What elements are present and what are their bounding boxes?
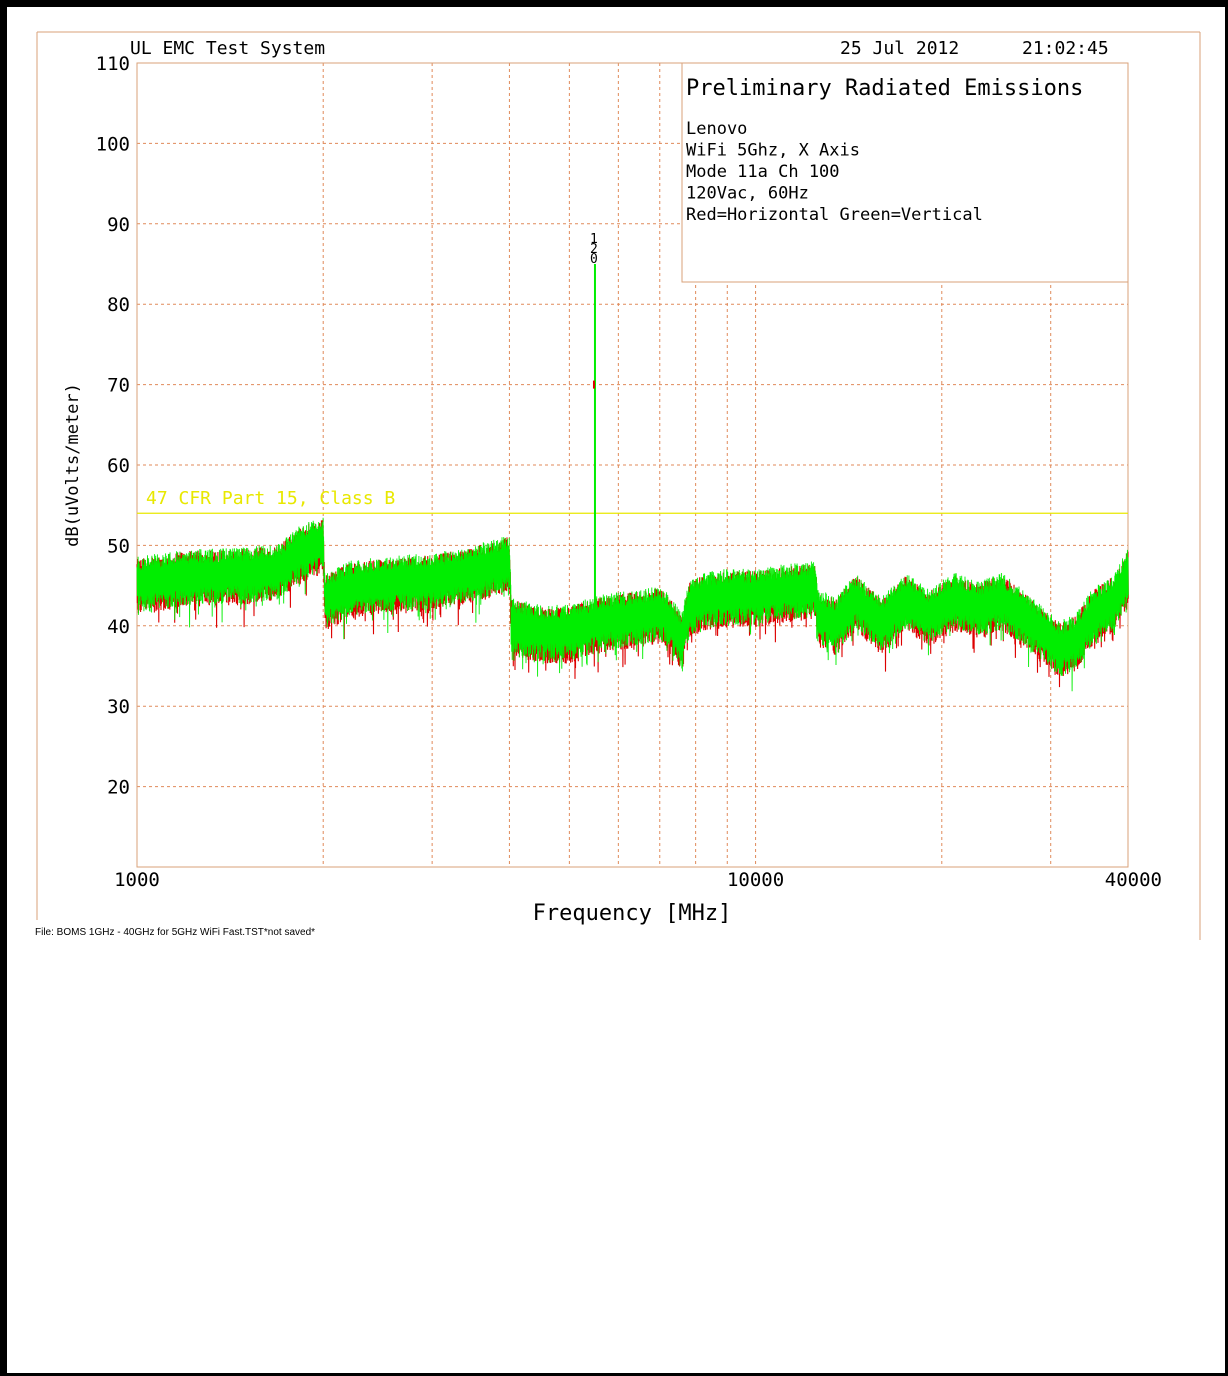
y-tick-label-90: 90 bbox=[107, 214, 130, 236]
y-tick-label-20: 20 bbox=[107, 777, 130, 799]
info-title: Preliminary Radiated Emissions bbox=[686, 76, 1083, 101]
y-tick-label-60: 60 bbox=[107, 455, 130, 477]
marker-label-2: 0 bbox=[590, 252, 598, 267]
y-tick-label-100: 100 bbox=[96, 133, 130, 155]
x-axis-title: Frequency [MHz] bbox=[533, 901, 732, 926]
y-tick-label-40: 40 bbox=[107, 616, 130, 638]
info-line-2: Mode 11a Ch 100 bbox=[686, 162, 840, 182]
marker-labels: 120 bbox=[590, 232, 598, 267]
limit-label: 47 CFR Part 15, Class B bbox=[146, 488, 395, 509]
y-tick-labels: 20 30 40 50 60 70 80 90 100 110 bbox=[96, 53, 130, 799]
marker-label-1: 2 bbox=[590, 242, 598, 257]
y-tick-label-80: 80 bbox=[107, 294, 130, 316]
x-tick-label-10000: 10000 bbox=[727, 869, 784, 891]
info-box bbox=[681, 62, 1129, 283]
info-line-4: Red=Horizontal Green=Vertical bbox=[686, 205, 983, 225]
header-system: UL EMC Test System bbox=[130, 38, 325, 59]
info-line-0: Lenovo bbox=[686, 119, 747, 139]
info-line-3: 120Vac, 60Hz bbox=[686, 184, 809, 204]
marker-label-0: 1 bbox=[590, 232, 598, 247]
y-axis-title: dB(uVolts/meter) bbox=[63, 383, 83, 547]
plot-border bbox=[136, 62, 1129, 868]
y-tick-label-50: 50 bbox=[107, 535, 130, 557]
x-tick-label-1000: 1000 bbox=[114, 869, 160, 891]
file-label: File: BOMS 1GHz - 40GHz for 5GHz WiFi Fa… bbox=[35, 927, 315, 938]
x-tick-label-40000: 40000 bbox=[1105, 869, 1162, 891]
header-date: 25 Jul 2012 bbox=[840, 38, 959, 59]
series-vertical bbox=[136, 517, 1129, 692]
y-tick-label-30: 30 bbox=[107, 696, 130, 718]
data-series bbox=[136, 264, 1129, 692]
x-tick-labels: 1000 10000 40000 bbox=[114, 869, 1162, 891]
y-tick-label-110: 110 bbox=[96, 53, 130, 75]
header-time: 21:02:45 bbox=[1022, 38, 1109, 59]
info-line-1: WiFi 5Ghz, X Axis bbox=[686, 141, 860, 161]
y-tick-label-70: 70 bbox=[107, 375, 130, 397]
